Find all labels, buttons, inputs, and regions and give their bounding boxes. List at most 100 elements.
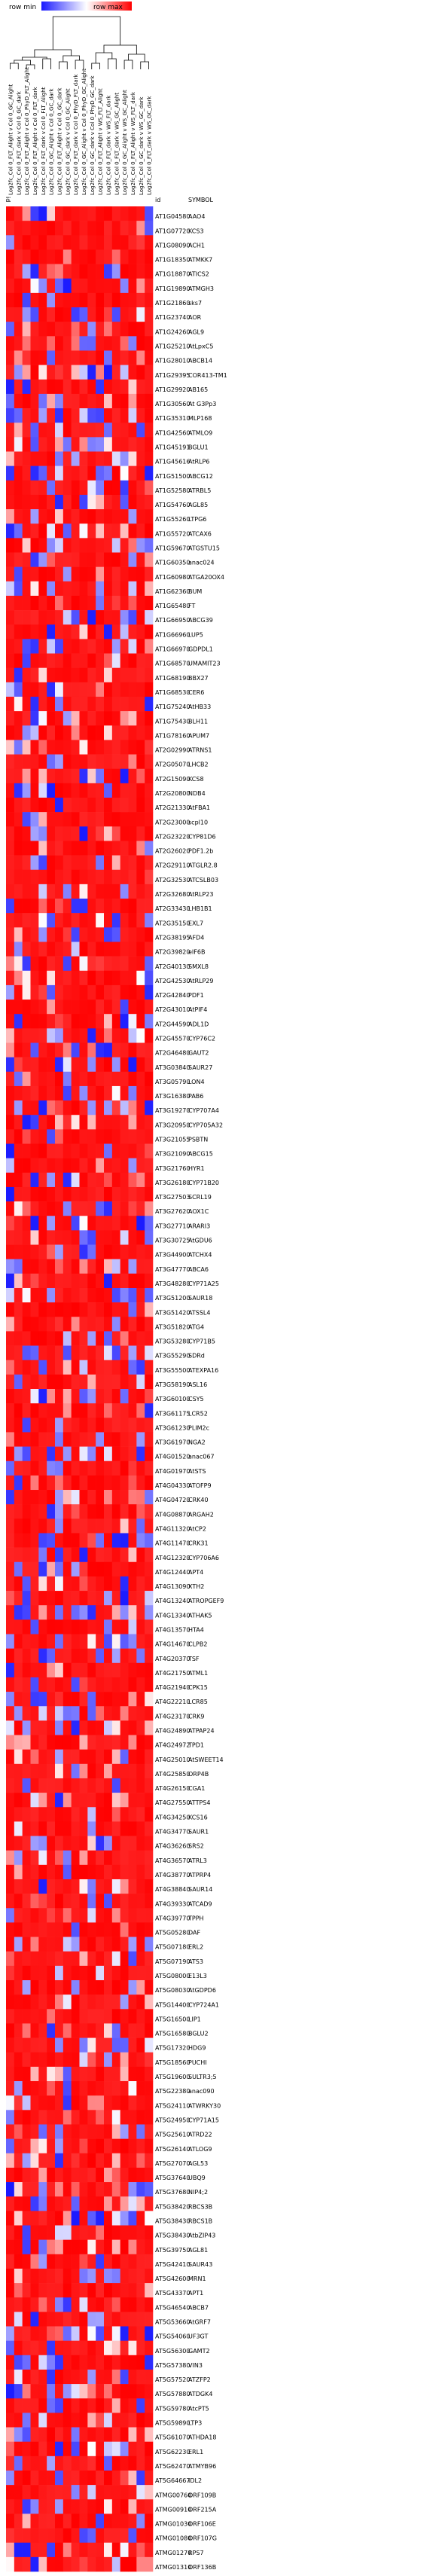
heatmap-cell <box>71 1879 80 1894</box>
heatmap-cell <box>128 2124 137 2139</box>
heatmap-cell <box>96 2355 105 2370</box>
heatmap-cell <box>30 393 39 409</box>
heatmap-cell <box>47 2254 56 2269</box>
heatmap-cell <box>104 2499 113 2514</box>
heatmap-cell <box>79 1475 88 1491</box>
heatmap-cell <box>145 2499 154 2514</box>
heatmap-cell <box>62 1980 72 1995</box>
heatmap-cell <box>128 1533 137 1548</box>
heatmap-cell <box>111 1028 120 1043</box>
heatmap-cell <box>47 639 56 654</box>
heatmap-cell <box>136 494 145 510</box>
heatmap-cell <box>87 1634 96 1649</box>
heatmap-cell <box>71 812 80 827</box>
heatmap-cell <box>136 2355 145 2370</box>
heatmap-cell <box>111 2153 120 2169</box>
heatmap-cell <box>55 379 64 395</box>
heatmap-cell <box>22 1186 31 1202</box>
heatmap-cell <box>87 1504 96 1519</box>
heatmap-cell <box>111 552 120 567</box>
row-id-label: AT3G58190 <box>155 1381 190 1388</box>
heatmap-cell <box>6 509 15 524</box>
heatmap-cell <box>38 624 47 639</box>
heatmap-cell <box>136 754 145 770</box>
heatmap-cell <box>145 2326 154 2341</box>
heatmap-cell <box>62 1000 72 1015</box>
heatmap-cell <box>96 1648 105 1664</box>
heatmap-cell <box>79 2499 88 2514</box>
heatmap-cell <box>111 2441 120 2457</box>
heatmap-cell <box>120 2340 129 2356</box>
heatmap-cell <box>128 812 137 827</box>
heatmap-cell <box>55 1418 64 1433</box>
heatmap-cell <box>55 653 64 668</box>
heatmap-cell <box>87 2095 96 2111</box>
heatmap-cell <box>111 1894 120 1909</box>
row-symbol-label: CLPB2 <box>188 1641 207 1648</box>
heatmap-cell <box>128 595 137 611</box>
heatmap-cell <box>30 1186 39 1202</box>
heatmap-cell <box>104 1273 113 1289</box>
heatmap-cell <box>6 956 15 972</box>
heatmap-cell <box>120 2254 129 2269</box>
heatmap-cell <box>22 1201 31 1216</box>
heatmap-cell <box>136 740 145 755</box>
row-symbol-label: AtCP2 <box>188 1525 206 1532</box>
heatmap-cell <box>55 855 64 871</box>
heatmap-cell <box>145 221 154 236</box>
row-symbol-label: ABCA6 <box>188 1266 209 1273</box>
heatmap-cell <box>62 1418 72 1433</box>
heatmap-cell <box>30 249 39 264</box>
heatmap-cell <box>22 206 31 221</box>
heatmap-cell <box>62 1793 72 1808</box>
heatmap-cell <box>128 1735 137 1750</box>
heatmap-cell <box>136 292 145 308</box>
heatmap-cell <box>111 2312 120 2327</box>
heatmap-cell <box>55 1273 64 1289</box>
heatmap-cell <box>145 1360 154 1375</box>
heatmap-cell <box>14 624 23 639</box>
heatmap-cell <box>120 740 129 755</box>
heatmap-cell <box>96 581 105 597</box>
heatmap-cells <box>6 206 154 2572</box>
heatmap-cell <box>96 1591 105 1606</box>
heatmap-cell <box>104 1504 113 1519</box>
heatmap-cell <box>120 1475 129 1491</box>
heatmap-cell <box>87 1374 96 1390</box>
row-id-label: AT4G01970 <box>155 1468 190 1475</box>
heatmap-cell <box>136 379 145 395</box>
heatmap-cell <box>96 379 105 395</box>
heatmap-cell <box>96 740 105 755</box>
heatmap-cell <box>136 2239 145 2255</box>
heatmap-cell <box>22 408 31 423</box>
heatmap-cell <box>104 1908 113 1923</box>
heatmap-cell <box>30 1763 39 1779</box>
heatmap-cell <box>71 2542 80 2558</box>
row-id-label: AT5G37680 <box>155 2189 190 2196</box>
heatmap-cell <box>128 480 137 496</box>
heatmap-cell <box>104 1158 113 1174</box>
heatmap-cell <box>47 1172 56 1188</box>
heatmap-cell <box>136 566 145 582</box>
heatmap-cell <box>136 1850 145 1866</box>
heatmap-cell <box>14 1475 23 1491</box>
heatmap-cell <box>14 2398 23 2413</box>
heatmap-cell <box>30 2556 39 2572</box>
heatmap-cell <box>145 740 154 755</box>
heatmap-cell <box>104 942 113 957</box>
heatmap-cell <box>79 1158 88 1174</box>
heatmap-cell <box>87 379 96 395</box>
heatmap-cell <box>71 2254 80 2269</box>
row-id-label: AT4G25010 <box>155 1757 190 1763</box>
heatmap-cell <box>22 1287 31 1303</box>
heatmap-cell <box>30 970 39 986</box>
row-id-label: AT4G38770 <box>155 1872 190 1879</box>
heatmap-cell <box>145 2441 154 2457</box>
heatmap-cell <box>38 2052 47 2068</box>
heatmap-cell <box>145 1143 154 1158</box>
heatmap-cell <box>55 783 64 798</box>
heatmap-cell <box>87 1172 96 1188</box>
heatmap-cell <box>22 1692 31 1707</box>
heatmap-cell <box>128 1576 137 1592</box>
heatmap-cell <box>6 1547 15 1563</box>
